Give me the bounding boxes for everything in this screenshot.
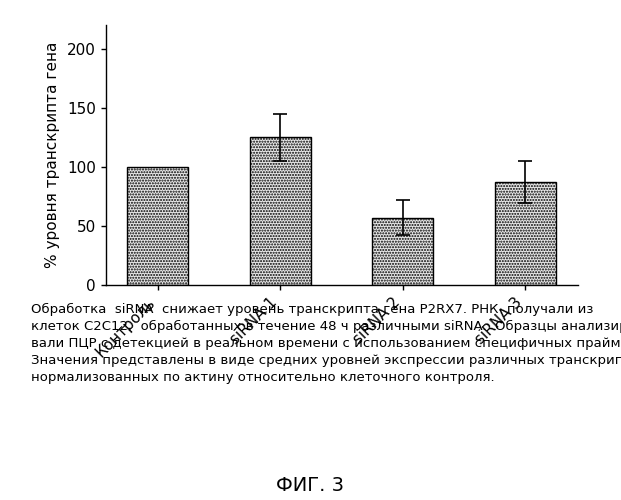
Bar — [495, 182, 556, 285]
Text: ФИГ. 3: ФИГ. 3 — [276, 476, 345, 495]
Bar — [127, 167, 188, 285]
Y-axis label: % уровня транскрипта гена: % уровня транскрипта гена — [45, 42, 60, 268]
Text: Обработка  siRNA  снижает уровень транскрипта гена P2RX7. РНК  получали из
клето: Обработка siRNA снижает уровень транскри… — [31, 302, 621, 384]
Bar — [372, 218, 433, 285]
Bar — [250, 138, 311, 285]
